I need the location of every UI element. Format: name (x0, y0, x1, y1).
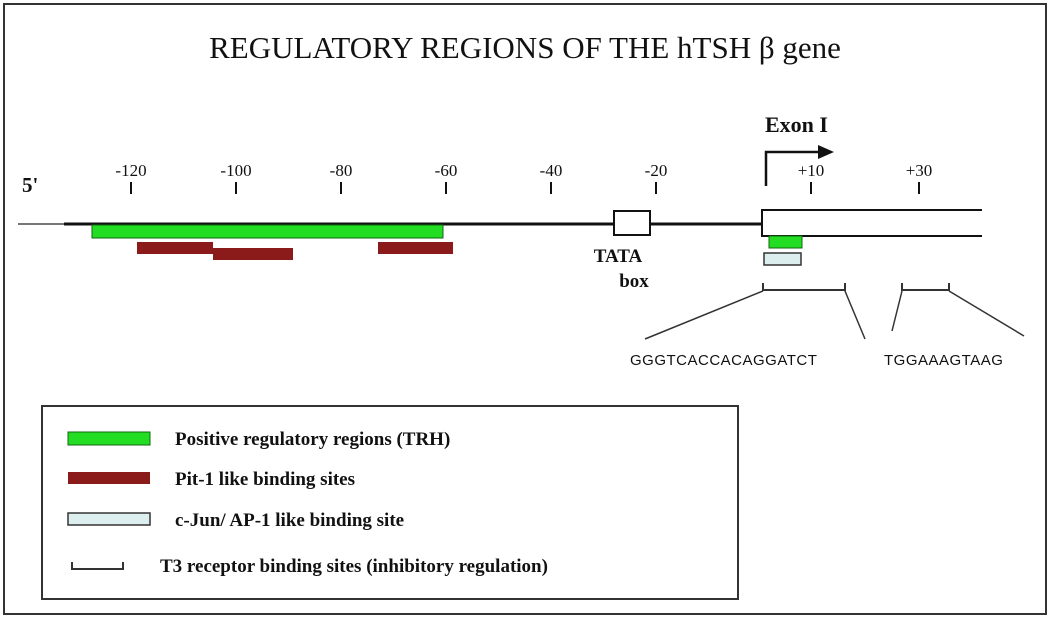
positive-region-bar (91, 224, 444, 239)
sequence-1: GGGTCACCACAGGATCT (630, 352, 817, 369)
t3-bracket-1 (762, 283, 846, 291)
position-ticks: -120 -100 -80 -60 -40 -20 +10 +30 (115, 161, 932, 194)
legend-label-pit1: Pit-1 like binding sites (175, 469, 355, 490)
legend-label-t3: T3 receptor binding sites (inhibitory re… (160, 556, 548, 577)
tick-label: -20 (645, 161, 668, 180)
zoom-line-2b (948, 290, 1025, 337)
legend-box (41, 405, 739, 600)
pit1-site-3 (378, 242, 453, 254)
tick-label: -120 (115, 161, 146, 180)
legend-label-ap1: c-Jun/ AP-1 like binding site (175, 510, 404, 531)
exon-label: Exon I (765, 112, 828, 137)
positive-region-exon (768, 235, 803, 249)
sequence-2: TGGAAAGTAAG (884, 352, 1003, 369)
five-prime-label: 5' (22, 173, 38, 197)
t3-bracket-2 (901, 283, 950, 291)
pit1-site-1 (137, 242, 213, 254)
zoom-line-1a (644, 290, 764, 340)
tata-label-line2: box (619, 271, 649, 292)
exon-box (761, 209, 982, 237)
tata-label-line1: TATA (594, 246, 643, 267)
tick-label: -60 (435, 161, 458, 180)
tick-label: +10 (798, 161, 825, 180)
legend-label-positive: Positive regulatory regions (TRH) (175, 429, 450, 450)
tick-label: +30 (906, 161, 933, 180)
tick-label: -40 (540, 161, 563, 180)
transcription-start-arrow (764, 150, 818, 186)
pit1-site-2 (213, 248, 293, 260)
tick-label: -80 (330, 161, 353, 180)
ap1-site (763, 252, 802, 266)
legend-swatch-t3 (71, 562, 124, 570)
tata-box (613, 210, 651, 236)
tick-label: -100 (220, 161, 251, 180)
zoom-line-1b (844, 290, 866, 340)
diagram-title: REGULATORY REGIONS OF THE hTSH β gene (209, 30, 841, 65)
zoom-line-2a (891, 290, 903, 332)
legend-swatch-ap1 (67, 512, 151, 526)
legend-swatch-pit1 (68, 472, 150, 484)
arrow-head-icon (818, 145, 834, 159)
legend-swatch-positive (67, 431, 151, 446)
